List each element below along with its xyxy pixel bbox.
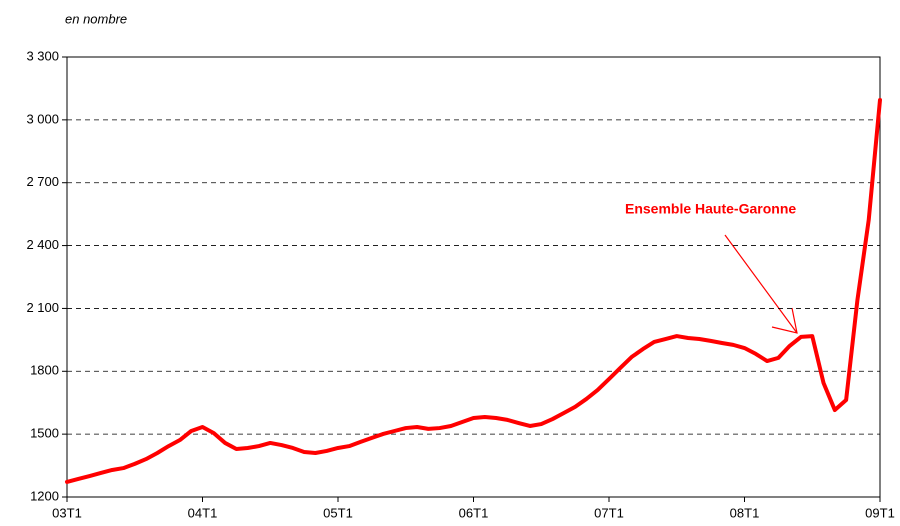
y-axis-label: en nombre xyxy=(65,11,127,26)
arrow-head xyxy=(771,307,798,334)
annotation-arrow xyxy=(724,234,798,334)
x-tick-label: 03T1 xyxy=(52,505,82,520)
y-tick-label: 3 300 xyxy=(26,48,59,63)
x-tick-label: 07T1 xyxy=(594,505,624,520)
annotation: Ensemble Haute-Garonne xyxy=(625,201,796,217)
y-tick-label: 1500 xyxy=(30,426,59,441)
x-tick-label: 08T1 xyxy=(730,505,760,520)
y-tick-label: 1200 xyxy=(30,488,59,503)
x-tick-label: 09T1 xyxy=(865,505,895,520)
y-tick-label: 2 700 xyxy=(26,174,59,189)
data-line xyxy=(65,97,882,484)
x-tick-label: 05T1 xyxy=(323,505,353,520)
x-tick-label: 06T1 xyxy=(459,505,489,520)
y-tick-label: 3 000 xyxy=(26,111,59,126)
y-tick-label: 1800 xyxy=(30,363,59,378)
y-tick-label: 2 400 xyxy=(26,237,59,252)
x-tick-label: 04T1 xyxy=(188,505,218,520)
y-tick-label: 2 100 xyxy=(26,300,59,315)
